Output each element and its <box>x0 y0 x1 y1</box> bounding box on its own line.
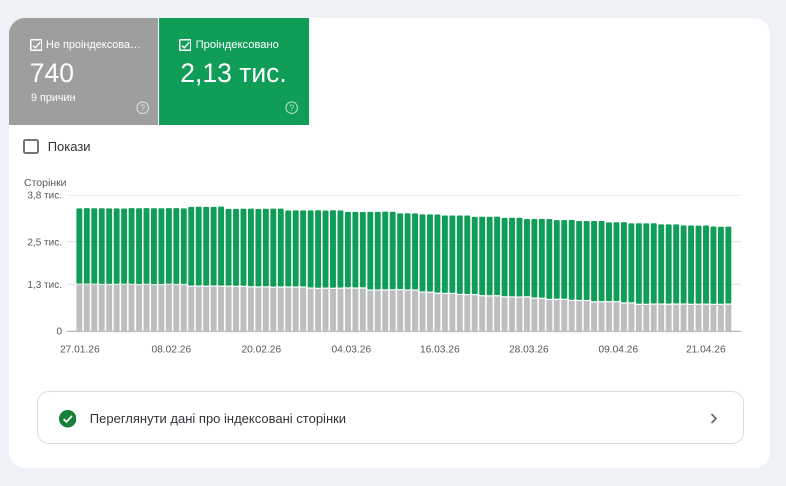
svg-text:0: 0 <box>56 327 62 338</box>
svg-text:28.03.26: 28.03.26 <box>509 345 549 356</box>
svg-text:08.02.26: 08.02.26 <box>151 345 191 356</box>
svg-text:20.02.26: 20.02.26 <box>241 345 281 356</box>
svg-text:3,8 тис.: 3,8 тис. <box>27 191 62 202</box>
svg-text:1,3 тис.: 1,3 тис. <box>27 280 62 291</box>
svg-text:04.03.26: 04.03.26 <box>331 345 371 356</box>
svg-text:21.04.26: 21.04.26 <box>686 345 726 356</box>
svg-text:27.01.26: 27.01.26 <box>60 345 100 356</box>
svg-text:2,5 тис.: 2,5 тис. <box>27 237 62 248</box>
svg-text:?: ? <box>290 102 295 112</box>
svg-text:09.04.26: 09.04.26 <box>598 345 638 356</box>
svg-text:?: ? <box>140 103 145 113</box>
svg-text:16.03.26: 16.03.26 <box>420 345 460 356</box>
